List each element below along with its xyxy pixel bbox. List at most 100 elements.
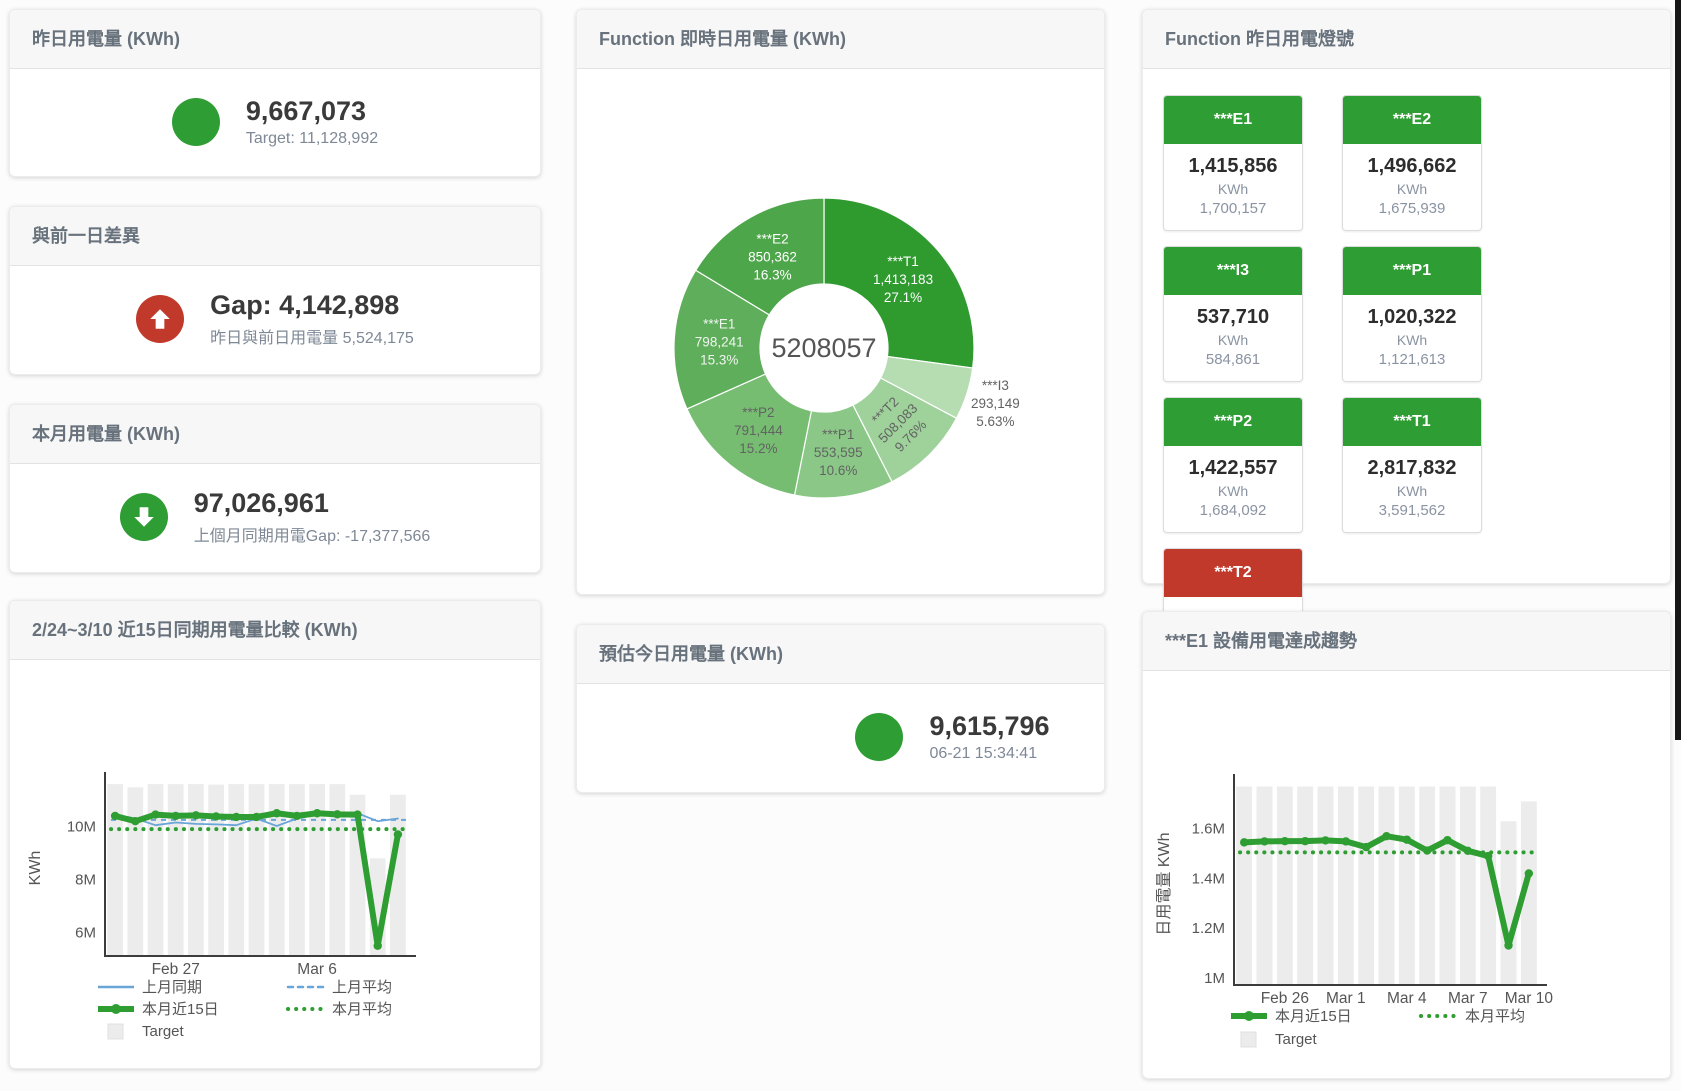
tile-unit: KWh: [1396, 483, 1428, 499]
stat-body: 9,667,073 Target: 11,128,992: [10, 69, 540, 175]
light-tile-T1: ***T1 2,817,832 KWh 3,591,562: [1342, 397, 1482, 533]
x-tick-label: Mar 10: [1505, 990, 1554, 1007]
legend-item-Target: Target: [1240, 1031, 1318, 1048]
light-tile-E1: ***E1 1,415,856 KWh 1,700,157: [1163, 95, 1303, 231]
donut-slice-E1: [673, 269, 771, 410]
x-tick-label: Mar 6: [297, 961, 337, 978]
down-arrow-icon: [119, 493, 168, 541]
legend-item-上月平均: 上月平均: [286, 979, 392, 996]
scrollbar-thumb[interactable]: [1675, 0, 1681, 740]
svg-text:本月平均: 本月平均: [332, 1001, 392, 1018]
card-title: Function 昨日用電燈號: [1143, 10, 1670, 69]
y-tick-label: 1M: [1204, 970, 1225, 987]
card-title: ***E1 設備用電達成趨勢: [1143, 612, 1670, 671]
donut-slice-label: ***P2 791,444 15.2%: [734, 405, 783, 456]
tile-unit: KWh: [1217, 483, 1249, 499]
stat-value: Gap: 4,142,898: [210, 289, 400, 320]
tile-value: 537,710: [1196, 306, 1270, 328]
card-month-usage: 本月用電量 (KWh) 97,026,961 上個月同期用電Gap: -17,3…: [9, 404, 541, 573]
tile-target: 1,700,157: [1199, 200, 1267, 217]
stat-subtitle: 昨日與前日用電量 5,524,175: [210, 330, 414, 348]
card-e1-trend-chart: ***E1 設備用電達成趨勢 1M 1.2M 1.4M 1.6M Feb 26 Mar 1…: [1142, 611, 1671, 1079]
stat-subtitle: 06-21 15:34:41: [929, 745, 1038, 763]
compare-chart: 6M 8M 10M Feb 27 Mar 6 KWh 上月同期 上月平均本月近15日 本月平均 T…: [10, 660, 540, 1068]
legend-item-本月平均: 本月平均: [1419, 1008, 1525, 1025]
tile-label: ***T2: [1164, 549, 1302, 597]
y-axis-title: KWh: [27, 851, 44, 886]
x-tick-label: Mar 4: [1387, 990, 1427, 1007]
up-arrow-icon: [136, 295, 185, 343]
light-tile-P1: ***P1 1,020,322 KWh 1,121,613: [1342, 246, 1482, 382]
y-tick-label: 1.2M: [1192, 920, 1225, 937]
y-axis-title: 日用電量 KWh: [1156, 832, 1173, 935]
y-tick-label: 6M: [75, 924, 96, 941]
card-forecast-today: 預估今日用電量 (KWh) 9,615,796 06-21 15:34:41: [576, 624, 1105, 793]
tile-label: ***I3: [1164, 247, 1302, 295]
tile-target: 1,675,939: [1378, 200, 1446, 217]
donut-center-total: 5208057: [771, 333, 876, 363]
card-title: 2/24~3/10 近15日同期用電量比較 (KWh): [10, 601, 540, 660]
x-tick-label: Mar 1: [1326, 990, 1366, 1007]
card-realtime-donut: Function 即時日用電量 (KWh) ***T1 1,413,183 27.1…: [576, 9, 1105, 595]
y-tick-label: 10M: [67, 819, 96, 836]
donut-slice-T1: [823, 197, 975, 369]
donut-slice-label: ***E2 850,362 16.3%: [748, 232, 797, 283]
card-title: 昨日用電量 (KWh): [10, 10, 540, 69]
stat-subtitle: Target: 11,128,992: [245, 130, 379, 148]
tile-target: 1,121,613: [1378, 351, 1446, 368]
series-markers-本月近15日: [1239, 831, 1534, 950]
stat-value: 9,615,796: [929, 710, 1050, 741]
light-tile-I3: ***I3 537,710 KWh 584,861: [1163, 246, 1303, 382]
stat-value: 97,026,961: [193, 487, 329, 518]
tile-unit: KWh: [1396, 332, 1428, 348]
card-title: 與前一日差異: [10, 207, 540, 266]
tile-label: ***E1: [1164, 96, 1302, 144]
status-circle-icon: [171, 98, 220, 146]
legend-item-上月同期: 上月同期: [98, 979, 202, 996]
svg-text:本月近15日: 本月近15日: [142, 1001, 219, 1018]
tile-value: 1,496,662: [1367, 155, 1457, 177]
legend-item-本月平均: 本月平均: [286, 1001, 392, 1018]
tile-target: 584,861: [1205, 351, 1261, 368]
legend-item-Target: Target: [107, 1023, 185, 1040]
legend-item-本月近15日: 本月近15日: [98, 1001, 219, 1018]
light-tile-P2: ***P2 1,422,557 KWh 1,684,092: [1163, 397, 1303, 533]
tile-value: 2,817,832: [1367, 457, 1457, 479]
card-title: 本月用電量 (KWh): [10, 405, 540, 464]
card-title: 預估今日用電量 (KWh): [577, 625, 1104, 684]
card-yesterday-usage: 昨日用電量 (KWh) 9,667,073 Target: 11,128,992: [9, 9, 541, 177]
tile-value: 1,020,322: [1367, 306, 1457, 328]
donut-slice-label: ***P1 553,595 10.6%: [814, 427, 863, 478]
card-day-gap: 與前一日差異 Gap: 4,142,898 昨日與前日用電量 5,524,175: [9, 206, 541, 375]
donut-slice-P2: [686, 373, 813, 496]
x-tick-label: Feb 26: [1261, 990, 1309, 1007]
card-status-lights: Function 昨日用電燈號 ***E1 1,415,856 KWh 1,700,1…: [1142, 9, 1671, 684]
donut-slice-label: ***I3 293,149 5.63%: [971, 378, 1020, 429]
donut-slice-E2: [694, 197, 825, 316]
y-tick-label: 1.6M: [1192, 821, 1225, 838]
svg-text:Target: Target: [1275, 1031, 1318, 1048]
donut-chart: ***T1 1,413,183 27.1% ***I3 293,149 5.63% ***T…: [577, 69, 1104, 595]
stat-body: 9,615,796 06-21 15:34:41: [689, 684, 1216, 790]
tile-value: 1,415,856: [1188, 155, 1278, 177]
svg-text:上月平均: 上月平均: [332, 979, 392, 996]
trend-chart: 1M 1.2M 1.4M 1.6M Feb 26 Mar 1 Mar 4 Mar 7 Mar 1…: [1143, 671, 1670, 1078]
legend-item-本月近15日: 本月近15日: [1231, 1008, 1352, 1025]
y-tick-label: 8M: [75, 871, 96, 888]
trend-chart-svg: 1M 1.2M 1.4M 1.6M Feb 26 Mar 1 Mar 4 Mar 7 Mar 1…: [1156, 774, 1554, 1048]
svg-text:本月平均: 本月平均: [1465, 1008, 1525, 1025]
stat-value: 9,667,073: [245, 95, 366, 126]
stat-body: Gap: 4,142,898 昨日與前日用電量 5,524,175: [10, 266, 540, 372]
target-bars: [107, 784, 406, 955]
target-bars: [1236, 786, 1537, 984]
svg-text:本月近15日: 本月近15日: [1275, 1008, 1352, 1025]
tile-target: 3,591,562: [1378, 502, 1446, 519]
status-circle-icon: [855, 713, 904, 761]
light-tile-E2: ***E2 1,496,662 KWh 1,675,939: [1342, 95, 1482, 231]
tile-target: 1,684,092: [1199, 502, 1267, 519]
x-tick-label: Feb 27: [152, 961, 200, 978]
tile-label: ***T1: [1343, 398, 1481, 446]
tile-label: ***E2: [1343, 96, 1481, 144]
card-15day-compare-chart: 2/24~3/10 近15日同期用電量比較 (KWh) 6M 8M 10M Feb 2…: [9, 600, 541, 1069]
x-tick-label: Mar 7: [1448, 990, 1488, 1007]
